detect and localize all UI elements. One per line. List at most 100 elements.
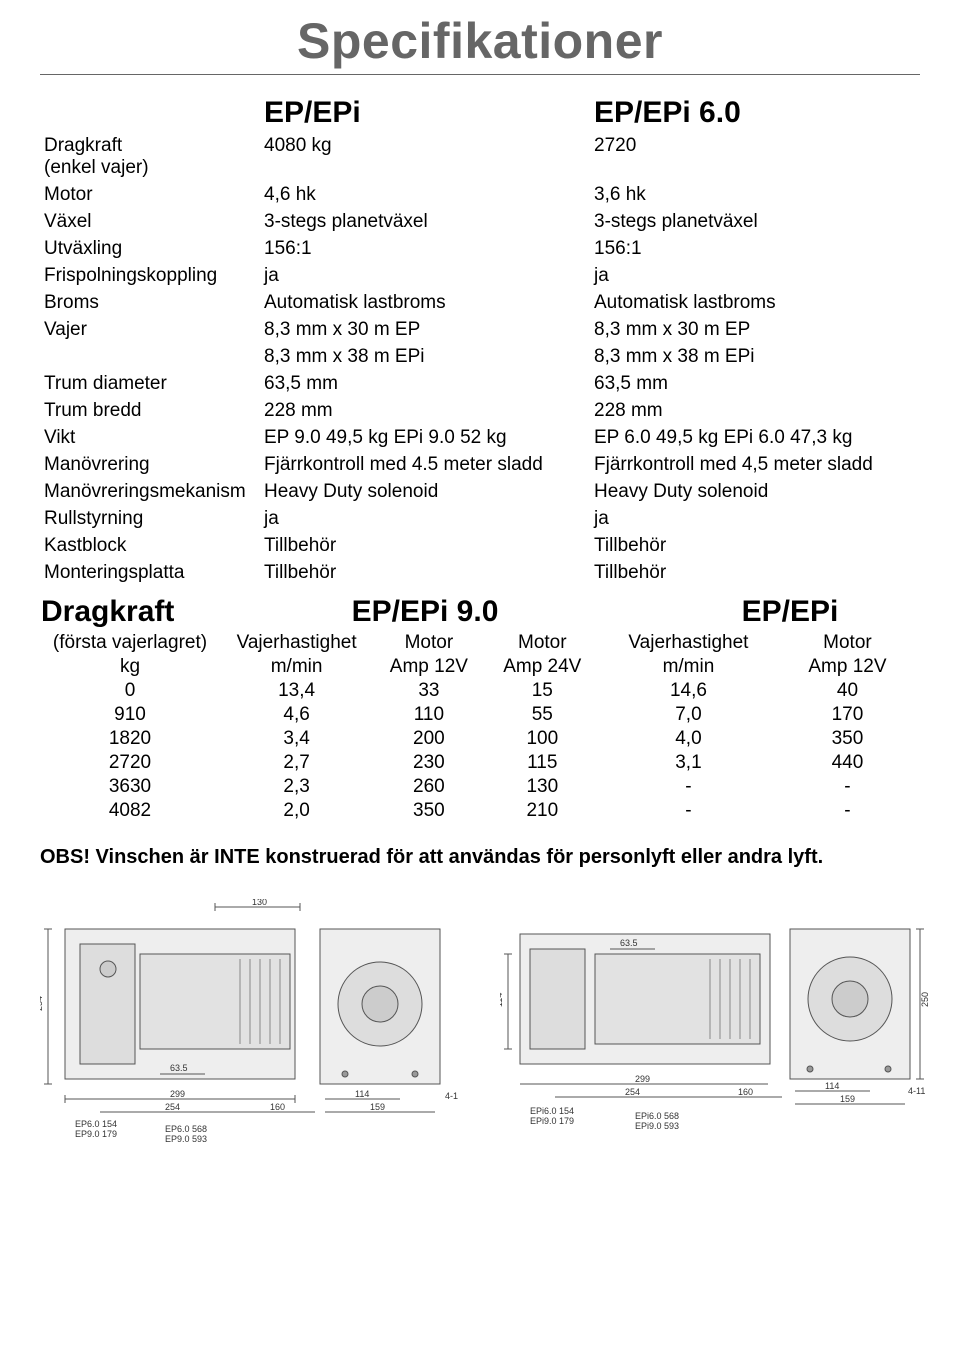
perf-cell: 230 bbox=[372, 751, 485, 775]
spec-value-c1: Fjärrkontroll med 4.5 meter sladd bbox=[260, 451, 590, 478]
spec-value-c2: ja bbox=[590, 262, 920, 289]
spec-value-c1: 63,5 mm bbox=[260, 370, 590, 397]
column-header-epepi60: EP/EPi 6.0 bbox=[590, 93, 920, 132]
spec-label: Vajer bbox=[40, 316, 260, 343]
perf-cell: 115 bbox=[486, 751, 599, 775]
spec-value-c2: 8,3 mm x 38 m EPi bbox=[590, 343, 920, 370]
svg-text:160: 160 bbox=[270, 1102, 285, 1112]
load-sub1: (första vajerlagret) bbox=[41, 631, 219, 655]
mid-h1: Vajerhastighet bbox=[221, 631, 372, 655]
spec-value-c1: ja bbox=[260, 262, 590, 289]
svg-text:159: 159 bbox=[370, 1102, 385, 1112]
load-table: (första vajerlagret) kg 0910182027203630… bbox=[41, 631, 219, 823]
svg-text:114: 114 bbox=[825, 1081, 839, 1091]
svg-text:EP9.0 179: EP9.0 179 bbox=[75, 1129, 117, 1139]
epepi-heading: EP/EPi bbox=[601, 595, 919, 629]
svg-text:130: 130 bbox=[252, 899, 267, 907]
mid-h1b: m/min bbox=[221, 655, 372, 679]
mid-h2: Motor bbox=[372, 631, 485, 655]
perf-cell: 14,6 bbox=[601, 679, 776, 703]
spec-label: Utväxling bbox=[40, 235, 260, 262]
perf-cell: 2,7 bbox=[221, 751, 372, 775]
spec-label: Trum diameter bbox=[40, 370, 260, 397]
spec-value-c2: ja bbox=[590, 505, 920, 532]
spec-value-c2: Fjärrkontroll med 4,5 meter sladd bbox=[590, 451, 920, 478]
load-value: 1820 bbox=[41, 727, 219, 751]
perf-cell: 130 bbox=[486, 775, 599, 799]
spec-value-c1: Automatisk lastbroms bbox=[260, 289, 590, 316]
perf-cell: 40 bbox=[776, 679, 919, 703]
right-h1b: m/min bbox=[601, 655, 776, 679]
perf-cell: 4,0 bbox=[601, 727, 776, 751]
perf-cell: 3,4 bbox=[221, 727, 372, 751]
spec-value-c1: 3-stegs planetväxel bbox=[260, 208, 590, 235]
svg-text:254: 254 bbox=[165, 1102, 180, 1112]
load-value: 3630 bbox=[41, 775, 219, 799]
spec-value-c2: 8,3 mm x 30 m EP bbox=[590, 316, 920, 343]
svg-text:254: 254 bbox=[40, 996, 44, 1011]
spec-label: Motor bbox=[40, 181, 260, 208]
perf-cell: 33 bbox=[372, 679, 485, 703]
epepi90-heading: EP/EPi 9.0 bbox=[221, 595, 599, 629]
load-value: 0 bbox=[41, 679, 219, 703]
dimension-diagrams: 130 254 63.5 bbox=[40, 899, 920, 1154]
perf-cell: - bbox=[776, 799, 919, 823]
perf-cell: 4,6 bbox=[221, 703, 372, 727]
spec-label bbox=[40, 343, 260, 370]
spec-value-c1: Tillbehör bbox=[260, 559, 590, 586]
diagram-right: 114 63.5 250 bbox=[500, 899, 930, 1149]
svg-text:63.5: 63.5 bbox=[170, 1063, 188, 1073]
right-h2b: Amp 12V bbox=[776, 655, 919, 679]
svg-text:250: 250 bbox=[920, 992, 930, 1007]
performance-section: Dragkraft EP/EPi 9.0 EP/EPi (första vaje… bbox=[40, 594, 920, 824]
spec-value-c2: Tillbehör bbox=[590, 559, 920, 586]
perf-cell: 200 bbox=[372, 727, 485, 751]
spec-label: Manövreringsmekanism bbox=[40, 478, 260, 505]
svg-text:EPi9.0 593: EPi9.0 593 bbox=[635, 1121, 679, 1131]
spec-label-sub: (enkel vajer) bbox=[44, 157, 256, 179]
spec-value-c1: Heavy Duty solenoid bbox=[260, 478, 590, 505]
column-header-epepi: EP/EPi bbox=[260, 93, 590, 132]
spec-label: Manövrering bbox=[40, 451, 260, 478]
spec-label: Vikt bbox=[40, 424, 260, 451]
spec-value-c2: 63,5 mm bbox=[590, 370, 920, 397]
svg-text:4-11: 4-11 bbox=[908, 1086, 925, 1096]
svg-text:EPi6.0 154: EPi6.0 154 bbox=[530, 1106, 574, 1116]
spec-value-c1: 156:1 bbox=[260, 235, 590, 262]
svg-text:254: 254 bbox=[625, 1087, 640, 1097]
spec-table: EP/EPi EP/EPi 6.0 Dragkraft(enkel vajer)… bbox=[40, 93, 920, 586]
right-h2: Motor bbox=[776, 631, 919, 655]
spec-label: Trum bredd bbox=[40, 397, 260, 424]
right-h1: Vajerhastighet bbox=[601, 631, 776, 655]
svg-text:299: 299 bbox=[635, 1074, 650, 1084]
spec-label: Broms bbox=[40, 289, 260, 316]
spec-value-c1: 8,3 mm x 38 m EPi bbox=[260, 343, 590, 370]
perf-cell: 100 bbox=[486, 727, 599, 751]
svg-text:EPi6.0 568: EPi6.0 568 bbox=[635, 1111, 679, 1121]
load-sub2: kg bbox=[41, 655, 219, 679]
spec-value-c1: 4080 kg bbox=[260, 132, 590, 181]
spec-value-c2: 3-stegs planetväxel bbox=[590, 208, 920, 235]
svg-text:4-1: 4-1 bbox=[445, 1091, 458, 1101]
spec-value-c1: 8,3 mm x 30 m EP bbox=[260, 316, 590, 343]
spec-label: Dragkraft(enkel vajer) bbox=[40, 132, 260, 181]
mid-h2b: Amp 12V bbox=[372, 655, 485, 679]
spec-value-c1: ja bbox=[260, 505, 590, 532]
perf-cell: 13,4 bbox=[221, 679, 372, 703]
perf-cell: 2,0 bbox=[221, 799, 372, 823]
perf-cell: 7,0 bbox=[601, 703, 776, 727]
svg-text:114: 114 bbox=[355, 1089, 369, 1099]
perf-cell: 55 bbox=[486, 703, 599, 727]
svg-text:63.5: 63.5 bbox=[620, 938, 638, 948]
spec-value-c1: 4,6 hk bbox=[260, 181, 590, 208]
perf-cell: 440 bbox=[776, 751, 919, 775]
spec-value-c2: 2720 bbox=[590, 132, 920, 181]
svg-text:EP6.0 154: EP6.0 154 bbox=[75, 1119, 117, 1129]
svg-text:160: 160 bbox=[738, 1087, 753, 1097]
perf-cell: - bbox=[601, 775, 776, 799]
load-value: 4082 bbox=[41, 799, 219, 823]
svg-text:299: 299 bbox=[170, 1089, 185, 1099]
spec-label: Rullstyrning bbox=[40, 505, 260, 532]
spec-value-c2: 3,6 hk bbox=[590, 181, 920, 208]
perf-cell: - bbox=[601, 799, 776, 823]
